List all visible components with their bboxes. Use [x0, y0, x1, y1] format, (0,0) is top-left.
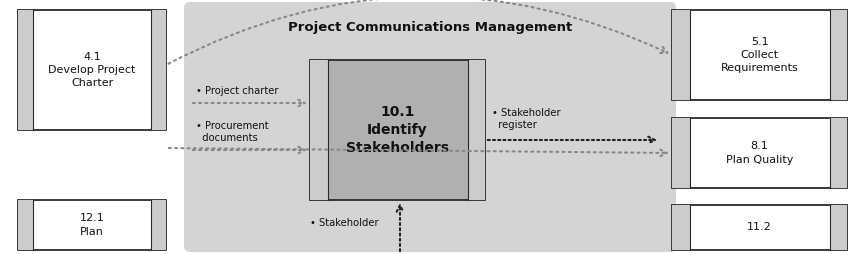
- Text: 10.1
Identify
Stakeholders: 10.1 Identify Stakeholders: [346, 105, 449, 155]
- Bar: [18, 10, 33, 130]
- Bar: [672, 10, 847, 100]
- Bar: [18, 200, 33, 250]
- Bar: [830, 205, 847, 250]
- Text: • Stakeholder
  register: • Stakeholder register: [492, 108, 561, 130]
- Bar: [18, 10, 166, 130]
- Bar: [830, 10, 847, 100]
- Bar: [151, 10, 166, 130]
- Text: 8.1
Plan Quality: 8.1 Plan Quality: [726, 141, 793, 165]
- Text: 4.1
Develop Project
Charter: 4.1 Develop Project Charter: [48, 52, 136, 88]
- Text: 5.1
Collect
Requirements: 5.1 Collect Requirements: [721, 37, 798, 73]
- Bar: [18, 200, 166, 250]
- Bar: [310, 60, 328, 200]
- FancyBboxPatch shape: [184, 2, 676, 252]
- Text: • Stakeholder: • Stakeholder: [310, 218, 379, 228]
- Bar: [830, 118, 847, 188]
- Text: • Project charter: • Project charter: [196, 86, 279, 96]
- Bar: [151, 200, 166, 250]
- Bar: [672, 205, 847, 250]
- Bar: [672, 10, 689, 100]
- Text: 11.2: 11.2: [747, 223, 772, 232]
- Bar: [467, 60, 485, 200]
- Bar: [310, 60, 485, 200]
- Bar: [672, 205, 689, 250]
- Text: 12.1
Plan: 12.1 Plan: [80, 213, 105, 236]
- Bar: [672, 118, 689, 188]
- Text: • Procurement
  documents: • Procurement documents: [196, 121, 269, 143]
- Text: Project Communications Management: Project Communications Management: [288, 22, 572, 35]
- Bar: [672, 118, 847, 188]
